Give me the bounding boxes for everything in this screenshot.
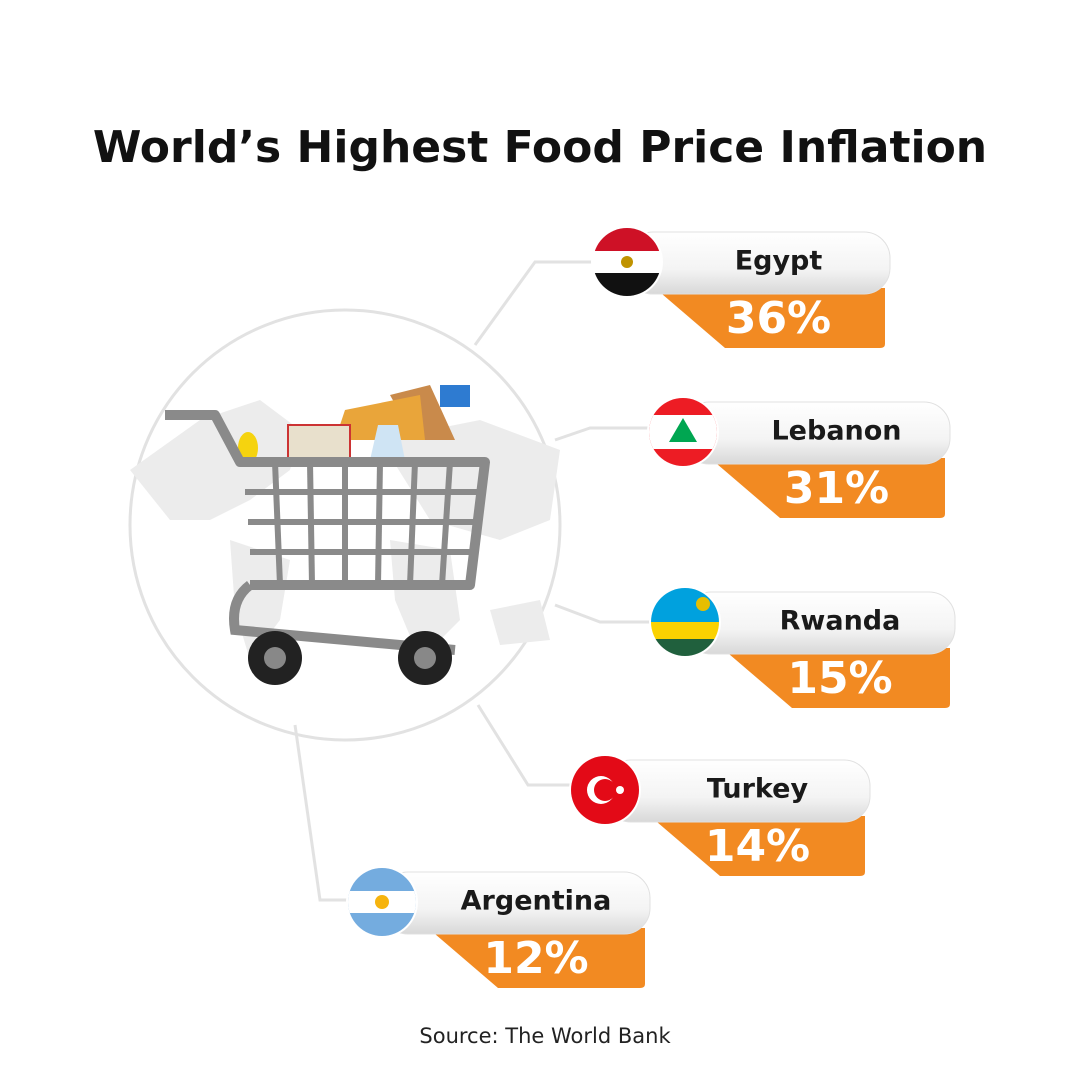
shopping-cart [165, 385, 490, 685]
flag-sun [696, 597, 710, 611]
connectors [128, 260, 655, 902]
flag-emblem [621, 256, 633, 268]
flag [651, 588, 719, 656]
flag-crescent [594, 779, 616, 801]
country-card: Egypt 36% [591, 226, 891, 348]
source: Source: The World Bank [419, 1024, 671, 1048]
country-name: Egypt [735, 246, 823, 277]
value-box [655, 288, 885, 348]
flag [348, 868, 416, 936]
flag-stripe [593, 273, 661, 296]
inflation-value: 14% [705, 821, 810, 872]
value-box [722, 648, 950, 708]
world-map [130, 400, 560, 660]
flag-stripe [593, 228, 661, 251]
value-box [710, 458, 945, 518]
title: World’s Highest Food Price Inflation [93, 122, 987, 173]
flag [571, 756, 639, 824]
flag [593, 228, 661, 296]
country-name: Rwanda [780, 606, 901, 637]
country-card: Lebanon 31% [647, 396, 951, 518]
flag-star [616, 786, 624, 794]
country-name: Argentina [461, 886, 612, 917]
country-card: Argentina 12% [346, 866, 651, 988]
inflation-value: 36% [726, 293, 831, 344]
flag-sun [375, 895, 389, 909]
flag [649, 398, 717, 466]
country-name: Lebanon [771, 416, 901, 447]
country-card: Turkey 14% [569, 754, 871, 876]
value-box [428, 928, 645, 988]
flag-stripe [651, 622, 719, 639]
country-name: Turkey [707, 774, 809, 805]
flag-cedar [669, 418, 697, 442]
inflation-value: 31% [784, 463, 889, 514]
country-card: Rwanda 15% [649, 586, 956, 708]
value-box [650, 816, 865, 876]
inflation-value: 12% [483, 933, 588, 984]
inflation-value: 15% [787, 653, 892, 704]
